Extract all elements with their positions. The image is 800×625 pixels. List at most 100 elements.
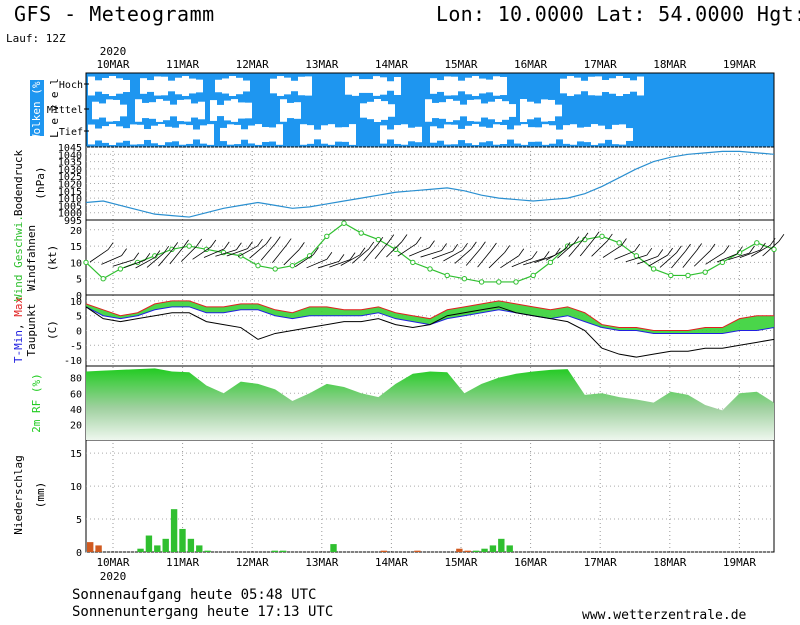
wind-barb: [454, 248, 472, 264]
wind-barb: [158, 249, 174, 267]
cloud-cover-block: [255, 124, 262, 145]
wind-barb: [351, 248, 370, 264]
cloud-cover-block: [238, 102, 245, 119]
cloud-cover-block: [453, 100, 460, 121]
pressure-unit-label: (hPa): [34, 166, 47, 199]
wind-barb: [409, 247, 430, 257]
date-label-bottom: 19MAR: [723, 556, 756, 569]
precip-bar-convective: [279, 550, 287, 552]
date-label-top: 15MAR: [444, 58, 477, 71]
wind-tick-label: 20: [70, 226, 82, 237]
cloud-cover-block: [451, 76, 458, 96]
wind-barb: [386, 241, 403, 258]
wind-barb-flag: [593, 231, 600, 240]
page-title: GFS - Meteogramm: [14, 2, 215, 26]
cloud-cover-block: [220, 127, 227, 142]
wind-barb-flag: [377, 236, 384, 245]
wind-barb: [602, 245, 622, 258]
date-label-bottom: 12MAR: [236, 556, 269, 569]
wind-barb: [238, 245, 258, 258]
precip-bar-convective: [498, 538, 505, 552]
cloud-cover-block: [321, 125, 328, 144]
cloud-cover-block: [130, 124, 137, 145]
wind-barb-flag: [196, 238, 203, 247]
wind-barb: [374, 241, 390, 259]
cloud-cover-block: [425, 99, 432, 122]
cloud-cover-block: [269, 127, 276, 142]
cloud-cover-block: [335, 127, 342, 142]
cloud-cover-block: [120, 104, 127, 117]
cloud-cover-block: [88, 76, 95, 96]
cloud-cover-block: [507, 129, 514, 140]
wind-unit-label: (kt): [46, 245, 59, 272]
humidity-tick-label: 40: [70, 405, 82, 416]
pressure-tick-label: 1025: [58, 172, 82, 183]
cloud-cover-block: [276, 124, 283, 145]
precip-bar-convective: [330, 544, 337, 552]
cloud-cover-block: [300, 124, 307, 145]
wind-barb-flag: [452, 244, 458, 252]
cloud-cover-block: [500, 125, 507, 144]
cloud-cover-block: [472, 76, 479, 96]
cloud-cover-block: [637, 76, 644, 96]
cloud-cover-block: [366, 79, 373, 93]
cloud-cover-block: [314, 129, 321, 140]
precip-bar-convective: [271, 550, 278, 552]
cloud-cover-block: [577, 127, 584, 142]
cloud-cover-block: [598, 125, 605, 144]
cloud-cover-block: [479, 78, 486, 94]
wind-speed-point: [392, 246, 399, 253]
wind-barb-flag: [415, 236, 422, 245]
wind-barb-flag: [285, 238, 292, 246]
wind-speed-point: [117, 266, 124, 272]
wind-speed-point: [702, 269, 708, 275]
cloud-cover-block: [161, 76, 168, 96]
wind-barb: [112, 259, 134, 267]
wind-speed-point: [427, 266, 433, 272]
wind-barb-flag: [621, 238, 627, 246]
temperature-tick-label: 0: [76, 327, 82, 338]
wind-barb: [659, 252, 677, 268]
precip-bar-large-scale: [414, 550, 421, 552]
cloud-cover-block: [381, 101, 388, 120]
cloud-cover-block: [555, 104, 562, 117]
model-run-label: Lauf: 12Z: [6, 32, 66, 45]
cloud-cover-block: [227, 124, 234, 145]
cloud-cover-block: [95, 128, 102, 141]
cloud-cover-block: [415, 126, 422, 143]
cloud-cover-block: [549, 125, 556, 144]
date-label-bottom: 10MAR: [96, 556, 129, 569]
wind-barb-flag: [737, 246, 743, 254]
site-credit: www.wetterzentrale.de: [582, 608, 747, 623]
wind-barb: [226, 248, 248, 257]
cloud-cover-block: [360, 103, 367, 118]
wind-speed-point: [719, 259, 726, 266]
wind-barb-flag: [582, 232, 589, 241]
wind-barb: [750, 244, 771, 257]
wind-speed-point: [410, 259, 416, 266]
cloud-cover-block: [542, 124, 549, 145]
temperature-axis-label: T-Min, Max: [12, 297, 25, 364]
cloud-cover-block: [234, 124, 241, 145]
cloud-cover-block: [439, 102, 446, 119]
cloud-cover-block: [163, 100, 170, 121]
cloud-cover-block: [493, 76, 500, 96]
wind-barb: [500, 255, 520, 269]
dewpoint-line: [85, 306, 775, 358]
cloud-cover-block: [88, 124, 95, 145]
wind-barb-flag: [223, 241, 230, 250]
cloud-cover-block: [591, 124, 598, 145]
date-label-top: 13MAR: [305, 58, 338, 71]
cloud-cover-block: [172, 127, 179, 142]
cloud-cover-block: [241, 129, 248, 140]
cloud-cover-block: [236, 77, 243, 95]
precip-tick-label: 15: [70, 449, 82, 460]
cloud-cover-block: [430, 126, 437, 143]
precip-tick-label: 5: [76, 515, 82, 526]
wind-barb: [465, 248, 481, 266]
pressure-tick-label: 1010: [58, 194, 82, 205]
cloud-cover-block: [367, 101, 374, 120]
cloud-cover-block: [495, 99, 502, 122]
wind-barb: [625, 254, 647, 263]
wind-barb-flag: [667, 247, 673, 256]
